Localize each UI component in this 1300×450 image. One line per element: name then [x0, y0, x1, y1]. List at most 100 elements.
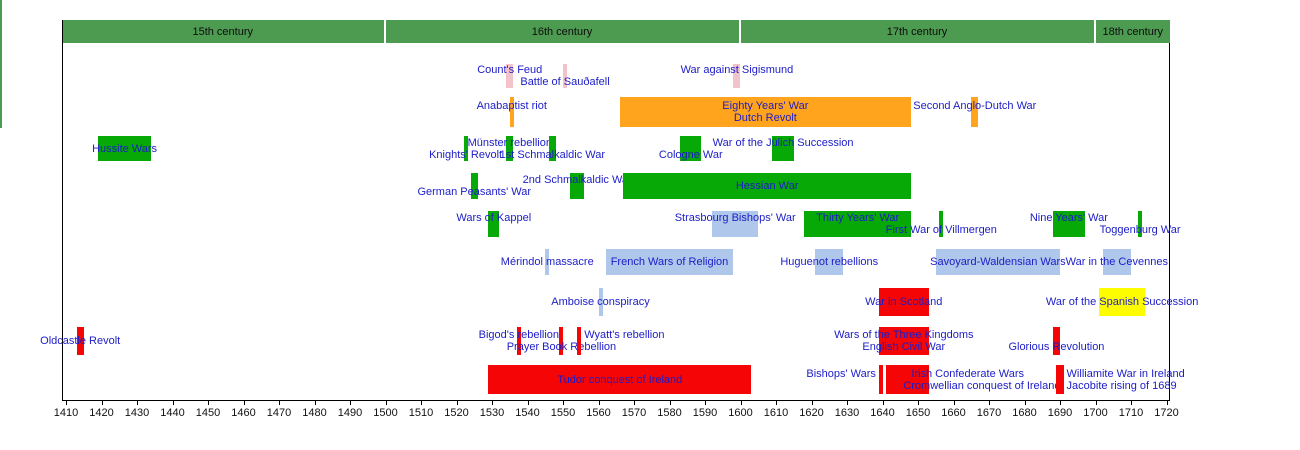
bar-cologne-war[interactable]	[680, 136, 702, 161]
bar-wars-of-kappel[interactable]	[488, 211, 500, 237]
label-eighty-years-war[interactable]: Eighty Years' War	[722, 100, 809, 112]
bar-french-wars-of-religion[interactable]	[605, 249, 734, 275]
bar-amboise-conspiracy[interactable]	[598, 288, 603, 316]
bar-tudor-conquest-of-ireland[interactable]	[488, 365, 752, 394]
bar-first-war-of-villmergen[interactable]	[939, 211, 944, 237]
bar-wars-of-the-three-kingdoms[interactable]	[878, 327, 929, 355]
bar-war-of-the-spanish-succession[interactable]	[1099, 288, 1146, 316]
bar-battle-of-sau-afell[interactable]	[563, 64, 567, 88]
label-glorious-revolution[interactable]: Glorious Revolution	[1008, 341, 1105, 353]
label-battle-of-sau-afell[interactable]: Battle of Sauðafell	[520, 76, 610, 88]
bar-2nd-schmalkaldic-war[interactable]	[570, 173, 585, 199]
bar-bishops-wars[interactable]	[878, 365, 883, 394]
bar-prayer-book-rebellion[interactable]	[559, 327, 564, 355]
label-savoyard-waldensian-wars[interactable]: Savoyard-Waldensian Wars	[930, 256, 1066, 268]
bar-strasbourg-bishops-war[interactable]	[712, 211, 759, 237]
century-header-15th-century: 15th century	[62, 20, 386, 43]
x-axis-tick	[1095, 400, 1097, 405]
label-m-rindol-massacre[interactable]: Mérindol massacre	[500, 256, 594, 268]
label-1st-schmalkaldic-war[interactable]: 1st Schmalkaldic War	[499, 148, 606, 161]
label-hussite-wars[interactable]: Hussite Wars	[92, 142, 158, 155]
bar-nine-years-war[interactable]	[1052, 211, 1085, 237]
label-tudor-conquest-of-ireland[interactable]: Tudor conquest of Ireland	[557, 373, 683, 386]
label-toggenburg-war[interactable]: Toggenburg War	[1099, 224, 1181, 236]
bar-war-of-the-j-lich-succession[interactable]	[772, 136, 794, 161]
bar-savoyard-waldensian-wars[interactable]	[935, 249, 1060, 275]
label-hessian-war[interactable]: Hessian War	[735, 180, 799, 192]
label-count-s-feud[interactable]: Count's Feud	[477, 64, 543, 76]
label-anabaptist-riot[interactable]: Anabaptist riot	[476, 100, 547, 112]
label-cromwellian-conquest-of-ireland[interactable]: Cromwellian conquest of Ireland	[903, 379, 1061, 392]
label-strasbourg-bishops-war[interactable]: Strasbourg Bishops' War	[674, 212, 796, 224]
x-axis-tick	[776, 400, 777, 405]
label-knights-revolt[interactable]: Knights' Revolt	[429, 148, 503, 161]
bar-hessian-war[interactable]	[623, 173, 911, 199]
label-cologne-war[interactable]: Cologne War	[658, 148, 723, 161]
label-english-civil-war[interactable]: English Civil War	[862, 341, 946, 353]
label-first-war-of-villmergen[interactable]: First War of Villmergen	[885, 224, 997, 236]
bar-war-in-scotland[interactable]	[878, 288, 929, 316]
plot-frame-right	[1169, 43, 1170, 400]
label-war-against-sigismund[interactable]: War against Sigismund	[680, 64, 794, 76]
label-war-in-scotland[interactable]: War in Scotland	[865, 296, 943, 308]
label-irish-confederate-wars[interactable]: Irish Confederate Wars	[911, 367, 1025, 380]
label-oldcastle-revolt[interactable]: Oldcastle Revolt	[40, 335, 121, 347]
decade-tick	[0, 40, 2, 44]
bar-toggenburg-war[interactable]	[1138, 211, 1143, 237]
bar-second-anglo-dutch-war[interactable]	[971, 97, 979, 127]
label-prayer-book-rebellion[interactable]: Prayer Book Rebellion	[506, 341, 617, 353]
bar-m-rindol-massacre[interactable]	[545, 249, 550, 275]
label-second-anglo-dutch-war[interactable]: Second Anglo-Dutch War	[913, 100, 1037, 112]
bar-bigod-s-rebellion[interactable]	[516, 327, 521, 355]
decade-tick	[0, 36, 2, 40]
bar-eighty-years-war[interactable]	[619, 97, 911, 127]
bar-wyatt-s-rebellion[interactable]	[577, 327, 582, 355]
century-header-16th-century: 16th century	[385, 20, 741, 43]
bar-glorious-revolution[interactable]	[1052, 327, 1060, 355]
label-m-nster-rebellion[interactable]: Münster rebellion	[467, 136, 552, 149]
label-war-of-the-spanish-succession[interactable]: War of the Spanish Succession	[1045, 296, 1199, 308]
label-thirty-years-war[interactable]: Thirty Years' War	[816, 212, 900, 224]
label-bigod-s-rebellion[interactable]: Bigod's rebellion	[478, 329, 560, 341]
label-bishops-wars[interactable]: Bishops' Wars	[806, 367, 876, 380]
x-axis-tick	[847, 400, 848, 405]
decade-tick	[0, 124, 2, 128]
decade-tick	[0, 80, 2, 84]
x-axis-tick	[492, 400, 493, 405]
bar-hussite-wars[interactable]	[97, 136, 152, 161]
label-war-in-the-cevennes[interactable]: War in the Cevennes	[1065, 256, 1168, 268]
bar-m-nster-rebellion[interactable]	[506, 136, 514, 161]
bar-thirty-years-war[interactable]	[804, 211, 911, 237]
bar-1st-schmalkaldic-war[interactable]	[548, 136, 556, 161]
x-axis-tick	[882, 400, 884, 405]
x-axis-tick-label: 1410	[53, 407, 79, 419]
label-wyatt-s-rebellion[interactable]: Wyatt's rebellion	[584, 329, 665, 341]
label-german-peasants-war[interactable]: German Peasants' War	[417, 186, 532, 198]
bar-war-in-the-cevennes[interactable]	[1102, 249, 1131, 275]
label-2nd-schmalkaldic-war[interactable]: 2nd Schmalkaldic War	[522, 174, 632, 186]
label-french-wars-of-religion[interactable]: French Wars of Religion	[610, 256, 729, 268]
label-jacobite-rising-of-1689[interactable]: Jacobite rising of 1689	[1066, 379, 1177, 392]
label-huguenot-rebellions[interactable]: Huguenot rebellions	[780, 256, 879, 268]
bar-oldcastle-revolt[interactable]	[76, 327, 84, 355]
bar-war-against-sigismund[interactable]	[733, 64, 741, 88]
bar-irish-confederate-wars[interactable]	[886, 365, 929, 394]
bar-huguenot-rebellions[interactable]	[815, 249, 844, 275]
x-axis-tick-label: 1620	[799, 407, 824, 419]
bar-german-peasants-war[interactable]	[470, 173, 478, 199]
label-amboise-conspiracy[interactable]: Amboise conspiracy	[551, 296, 650, 308]
bar-count-s-feud[interactable]	[506, 64, 514, 88]
bar-knights-revolt[interactable]	[463, 136, 468, 161]
label-wars-of-kappel[interactable]: Wars of Kappel	[456, 212, 532, 224]
x-axis-tick-label: 1510	[408, 407, 434, 419]
label-war-of-the-j-lich-succession[interactable]: War of the Jülich Succession	[712, 136, 854, 149]
x-axis-tick	[421, 400, 422, 405]
label-wars-of-the-three-kingdoms[interactable]: Wars of the Three Kingdoms	[834, 329, 974, 341]
bar-anabaptist-riot[interactable]	[509, 97, 514, 127]
x-axis	[62, 400, 1170, 401]
label-williamite-war-in-ireland[interactable]: Williamite War in Ireland	[1066, 367, 1185, 380]
label-dutch-revolt[interactable]: Dutch Revolt	[733, 112, 797, 124]
label-nine-years-war[interactable]: Nine Years' War	[1029, 212, 1108, 224]
bar-williamite-war-in-ireland[interactable]	[1056, 365, 1064, 394]
